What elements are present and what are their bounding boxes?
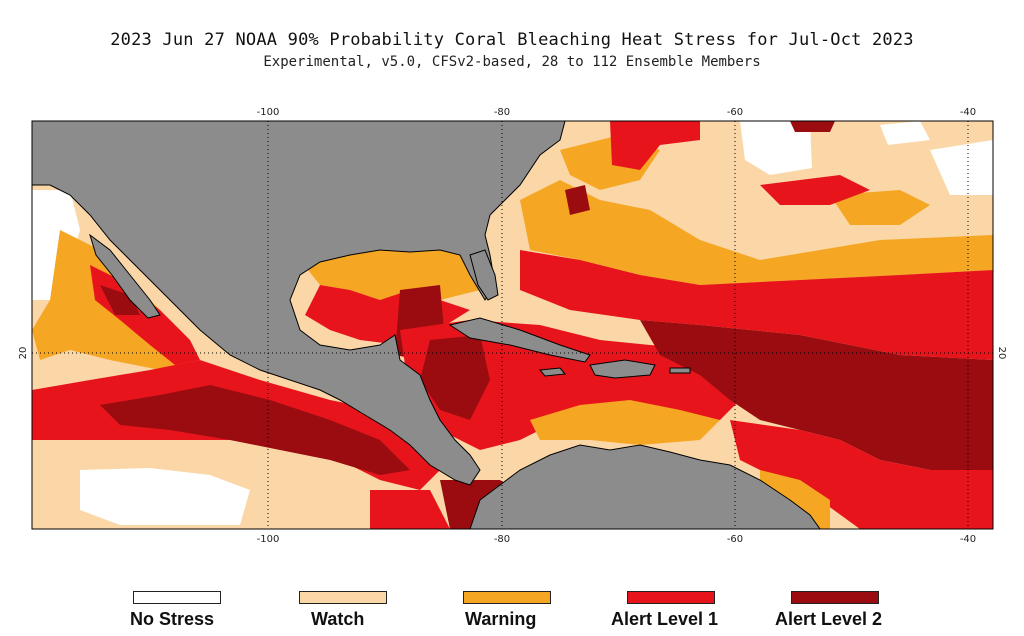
puerto-rico — [669, 367, 691, 374]
hispaniola — [589, 359, 656, 379]
lat-tick-left-20: 20 — [18, 347, 29, 360]
alert2-caribbean-west — [420, 335, 490, 420]
graticule — [32, 121, 993, 529]
lon-tick-top-60: -60 — [727, 107, 743, 118]
jamaica — [539, 367, 566, 377]
lon-tick-bottom-100: -100 — [257, 534, 280, 545]
no-stress-atlantic-ne — [740, 121, 812, 175]
legend-swatch-alert1 — [627, 591, 715, 604]
no-stress-atlantic-n — [880, 121, 930, 145]
heat-stress-map: -100 -80 -60 -40 -100 -80 -60 -40 20 20 — [18, 107, 1007, 545]
lon-tick-top-40: -40 — [960, 107, 976, 118]
cuba — [448, 317, 591, 363]
warning-atlantic-1 — [520, 180, 993, 285]
alert2-pacific-baja-spot — [100, 285, 140, 315]
florida — [469, 249, 499, 301]
map-subtitle: Experimental, v5.0, CFSv2-based, 28 to 1… — [263, 54, 761, 70]
alert1-pacific-galapagos — [370, 490, 450, 529]
lat-tick-right-20: 20 — [996, 347, 1007, 360]
legend-label-no-stress: No Stress — [130, 609, 215, 629]
warning-caribbean-south — [530, 400, 720, 445]
alert2-pacific-band — [100, 385, 410, 475]
no-stress-pacific-s — [80, 468, 250, 525]
warning-pacific-south — [32, 440, 360, 500]
alert1-atlantic-south — [730, 420, 993, 529]
lon-tick-bottom-40: -40 — [960, 534, 976, 545]
lon-tick-bottom-80: -80 — [494, 534, 510, 545]
alert1-atlantic-ne-streak — [610, 121, 700, 170]
alert1-atlantic-ne-streak-2 — [760, 175, 870, 205]
lon-tick-top-100: -100 — [257, 107, 280, 118]
warning-atlantic-3 — [830, 190, 930, 225]
legend-label-warning: Warning — [465, 609, 537, 629]
alert1-atlantic-north — [520, 250, 993, 360]
legend-label-alert1: Alert Level 1 — [611, 609, 719, 629]
south-america-land — [469, 444, 821, 529]
alert2-atlantic-band — [640, 320, 993, 470]
plot-frame — [31, 120, 994, 530]
no-stress-atlantic-e — [930, 140, 993, 195]
legend: No Stress Watch Warning Alert Level 1 Al… — [0, 591, 1024, 633]
lon-tick-top-80: -80 — [494, 107, 510, 118]
legend-swatch-warning — [463, 591, 551, 604]
baja-california — [89, 233, 161, 319]
legend-swatch-watch — [299, 591, 387, 604]
alert2-atlantic-spot — [565, 185, 590, 215]
no-stress-pacific-nw — [32, 190, 80, 300]
legend-label-alert2: Alert Level 2 — [775, 609, 883, 629]
map-title: 2023 Jun 27 NOAA 90% Probability Coral B… — [110, 30, 914, 50]
legend-label-watch: Watch — [311, 609, 365, 629]
lon-tick-bottom-60: -60 — [727, 534, 743, 545]
legend-swatch-no-stress — [133, 591, 221, 604]
legend-swatch-alert2 — [791, 591, 879, 604]
alert2-atlantic-spot-2 — [790, 121, 835, 132]
